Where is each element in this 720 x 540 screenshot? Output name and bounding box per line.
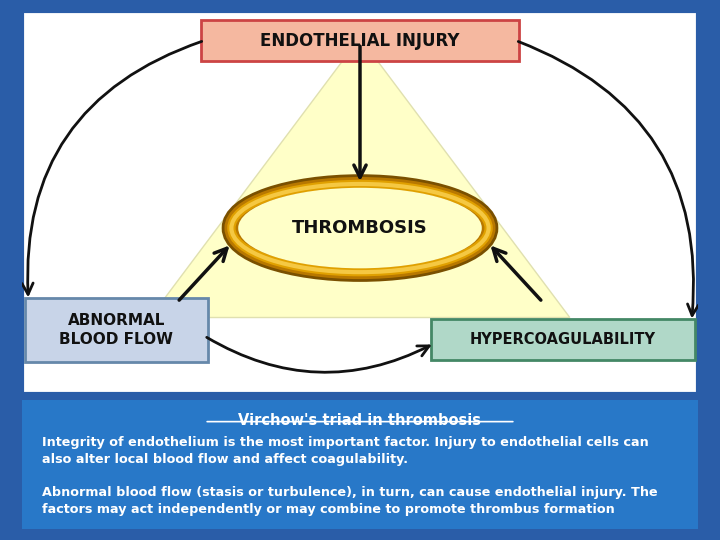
Text: Virchow's triad in thrombosis: Virchow's triad in thrombosis xyxy=(238,413,482,428)
FancyArrowPatch shape xyxy=(518,42,698,315)
FancyBboxPatch shape xyxy=(201,21,519,60)
FancyBboxPatch shape xyxy=(22,11,698,394)
Text: Integrity of endothelium is the most important factor. Injury to endothelial cel: Integrity of endothelium is the most imp… xyxy=(42,436,649,466)
Text: HYPERCOAGULABILITY: HYPERCOAGULABILITY xyxy=(470,332,656,347)
Polygon shape xyxy=(150,38,570,318)
FancyArrowPatch shape xyxy=(207,338,429,372)
Text: Abnormal blood flow (stasis or turbulence), in turn, can cause endothelial injur: Abnormal blood flow (stasis or turbulenc… xyxy=(42,487,657,516)
FancyBboxPatch shape xyxy=(22,400,698,529)
Text: ABNORMAL
BLOOD FLOW: ABNORMAL BLOOD FLOW xyxy=(59,313,174,347)
Text: ENDOTHELIAL INJURY: ENDOTHELIAL INJURY xyxy=(260,31,460,50)
Text: THROMBOSIS: THROMBOSIS xyxy=(292,219,428,237)
FancyBboxPatch shape xyxy=(25,298,208,362)
Ellipse shape xyxy=(238,188,482,268)
FancyBboxPatch shape xyxy=(431,320,695,360)
FancyArrowPatch shape xyxy=(22,42,202,294)
